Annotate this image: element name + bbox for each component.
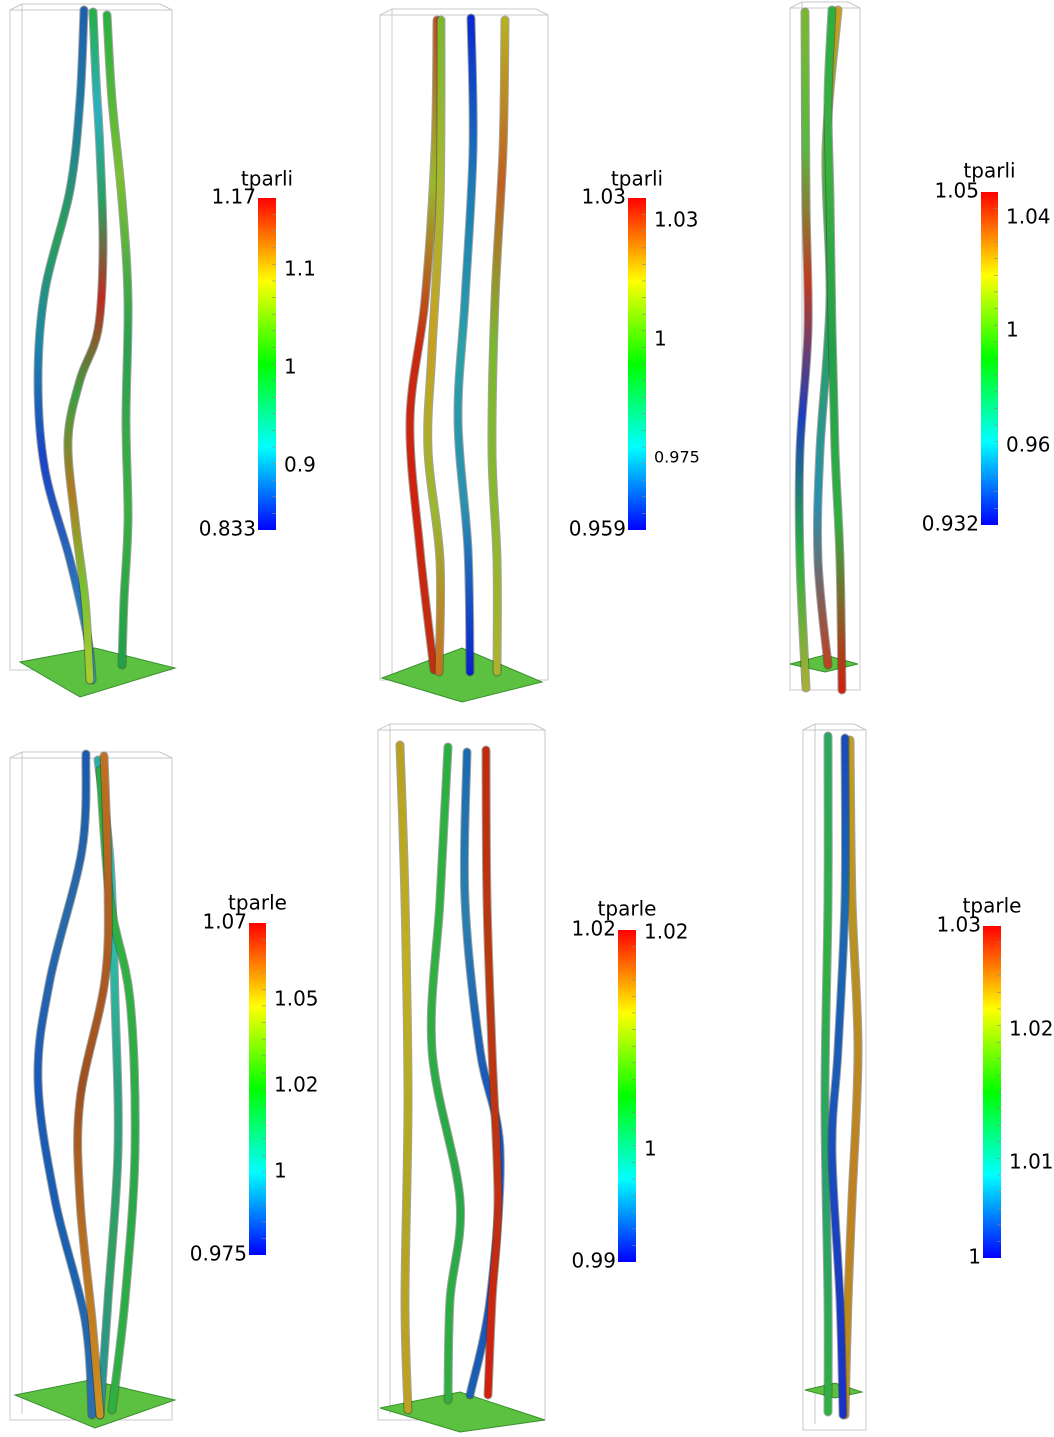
colorbar-tick-label: 1 — [274, 1159, 287, 1183]
floor-plane — [13, 1379, 177, 1429]
colorbar-max-label: 1.05 — [934, 179, 979, 203]
tube — [821, 732, 832, 1416]
colorbar-max-label: 1.03 — [936, 913, 981, 937]
colorbar-tick-label: 1.02 — [644, 920, 689, 944]
colorbar — [258, 198, 276, 530]
colorbar-tick-label: 0.9 — [284, 453, 316, 477]
colorbar-tick-label: 1.1 — [284, 257, 316, 281]
colorbar-tick-label: 1.01 — [1009, 1150, 1054, 1174]
tube — [74, 752, 112, 1419]
tube — [841, 736, 862, 1419]
tube — [795, 8, 812, 692]
colorbar-tick-label: 0.975 — [654, 448, 700, 467]
colorbar-min-label: 0.959 — [569, 517, 626, 541]
tube — [824, 6, 846, 694]
colorbar-title: tparli — [963, 159, 1015, 183]
bounding-box — [789, 1, 861, 691]
colorbar-min-label: 1 — [968, 1245, 981, 1269]
colorbar-tick-label: 1.02 — [1009, 1017, 1054, 1041]
colorbar-tick-label: 1.04 — [1006, 205, 1051, 229]
tube — [64, 8, 107, 684]
colorbar-title: tparle — [598, 897, 657, 921]
colorbar-tick-label: 1 — [284, 355, 297, 379]
tube — [427, 743, 464, 1404]
tube — [103, 11, 132, 669]
tube — [828, 734, 850, 1419]
colorbar — [628, 198, 646, 530]
floor-plane — [804, 1382, 864, 1399]
colorbar-tick-label: 0.96 — [1006, 433, 1051, 457]
tube — [396, 741, 412, 1414]
colorbar-tick-label: 1 — [644, 1137, 657, 1161]
colorbar-tick-label: 1 — [1006, 318, 1019, 342]
colorbar — [981, 192, 998, 525]
tube — [34, 750, 96, 1419]
colorbar-tick-label: 1 — [654, 327, 667, 351]
colorbar-tick-label: 1.02 — [274, 1073, 319, 1097]
colorbar-max-label: 1.17 — [211, 185, 256, 209]
colorbar-max-label: 1.02 — [571, 917, 616, 941]
bounding-box — [9, 751, 173, 1421]
colorbar-min-label: 0.975 — [190, 1242, 247, 1266]
colorbar-tick-label: 1.05 — [274, 987, 319, 1011]
bounding-box — [379, 8, 549, 681]
colorbar-title: tparle — [228, 891, 287, 915]
colorbar-title: tparli — [241, 167, 293, 191]
floor-plane — [18, 647, 177, 698]
colorbar — [983, 926, 1001, 1258]
colorbar — [618, 930, 636, 1262]
tube — [424, 16, 445, 676]
colorbar-max-label: 1.07 — [202, 910, 247, 934]
colorbar-min-label: 0.833 — [199, 517, 256, 541]
bounding-box — [802, 723, 867, 1431]
colorbar — [249, 923, 266, 1255]
colorbar-tick-label: 1.03 — [654, 208, 699, 232]
colorbar-min-label: 0.99 — [571, 1249, 616, 1273]
bounding-box — [9, 3, 173, 671]
tube — [34, 6, 96, 684]
colorbar-max-label: 1.03 — [581, 185, 626, 209]
tube — [454, 14, 477, 676]
colorbar-min-label: 0.932 — [922, 512, 979, 536]
tube — [488, 16, 509, 676]
floor-plane — [380, 647, 544, 703]
colorbar-title: tparle — [963, 894, 1022, 918]
floor-plane — [379, 1391, 546, 1433]
tube — [406, 16, 441, 674]
tube — [482, 746, 502, 1399]
colorbar-title: tparli — [611, 167, 663, 191]
